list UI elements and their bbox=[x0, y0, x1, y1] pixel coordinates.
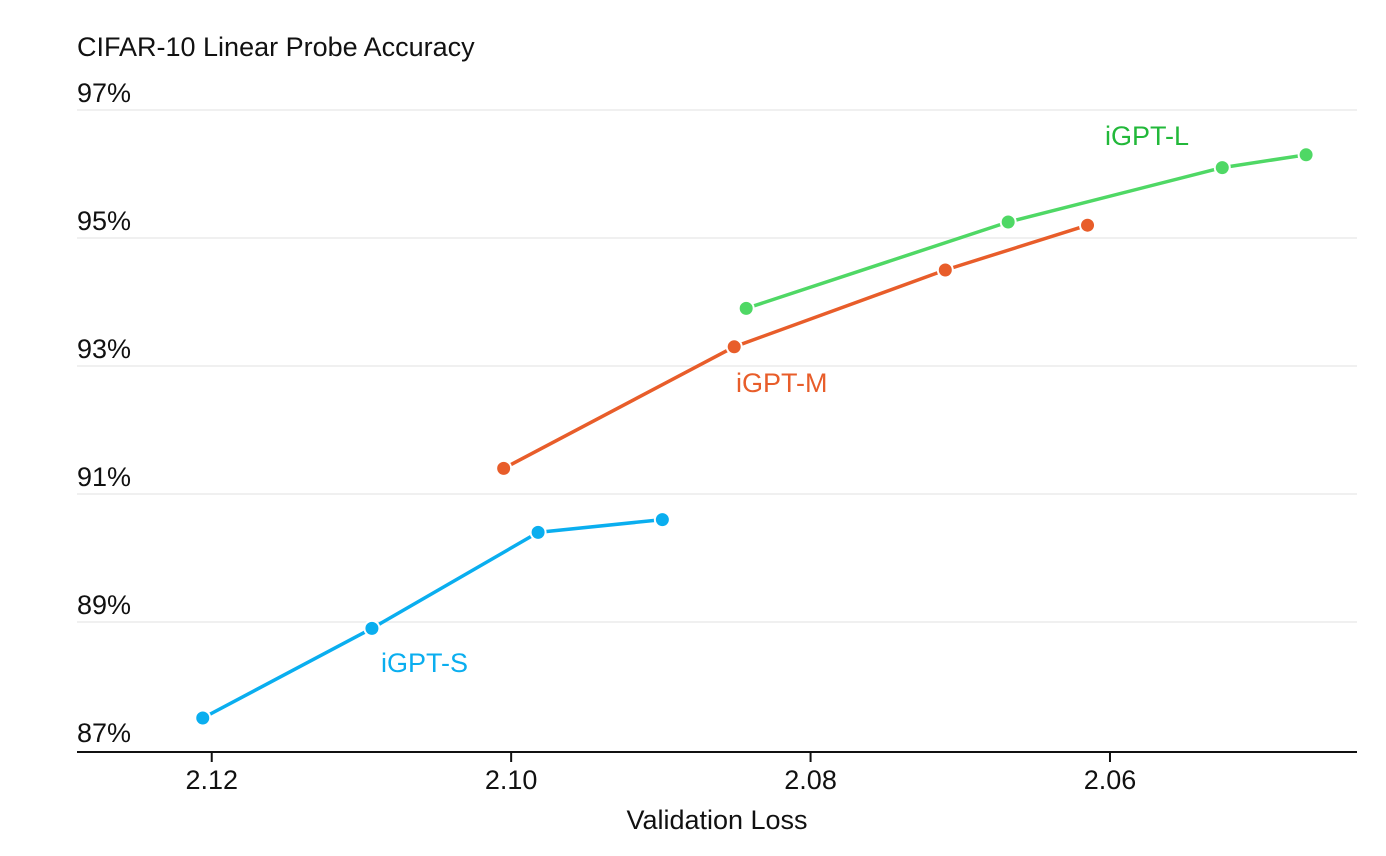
series-line-igpt-s bbox=[201, 517, 665, 720]
gridlines bbox=[77, 109, 1357, 623]
y-tick-label: 97% bbox=[77, 78, 131, 108]
y-tick-label: 87% bbox=[77, 718, 131, 748]
data-point-igpt-l bbox=[999, 213, 1017, 231]
series-line-igpt-m bbox=[501, 223, 1090, 471]
series-label-igpt-s: iGPT-S bbox=[381, 648, 468, 678]
x-tick-label: 2.06 bbox=[1084, 765, 1137, 795]
y-tick-label: 89% bbox=[77, 590, 131, 620]
x-tick-label: 2.08 bbox=[784, 765, 837, 795]
y-tick-label: 93% bbox=[77, 334, 131, 364]
data-point-igpt-m bbox=[1079, 216, 1097, 234]
series-label-igpt-l: iGPT-L bbox=[1105, 121, 1189, 151]
series-group bbox=[194, 146, 1315, 727]
y-tick-label: 91% bbox=[77, 462, 131, 492]
data-point-igpt-m bbox=[725, 338, 743, 356]
data-point-igpt-m bbox=[936, 261, 954, 279]
x-tick-label: 2.12 bbox=[185, 765, 238, 795]
data-point-igpt-s bbox=[194, 709, 212, 727]
x-tick-label: 2.10 bbox=[485, 765, 538, 795]
data-point-igpt-l bbox=[1297, 146, 1315, 164]
data-point-igpt-l bbox=[1213, 159, 1231, 177]
y-tick-labels: 87% 89% 91% 93% 95% 97% bbox=[77, 78, 131, 748]
series-label-igpt-m: iGPT-M bbox=[736, 368, 828, 398]
y-tick-label: 95% bbox=[77, 206, 131, 236]
data-point-igpt-s bbox=[363, 619, 381, 637]
data-point-igpt-m bbox=[495, 459, 513, 477]
series-labels: iGPT-S iGPT-M iGPT-L bbox=[381, 121, 1189, 678]
chart-title: CIFAR-10 Linear Probe Accuracy bbox=[77, 32, 475, 62]
series-line-igpt-l bbox=[744, 153, 1308, 311]
data-point-igpt-s bbox=[529, 523, 547, 541]
data-point-igpt-l bbox=[737, 299, 755, 317]
x-axis-label: Validation Loss bbox=[626, 805, 807, 835]
x-ticks: 2.12 2.10 2.08 2.06 bbox=[185, 752, 1136, 795]
data-point-igpt-s bbox=[653, 511, 671, 529]
